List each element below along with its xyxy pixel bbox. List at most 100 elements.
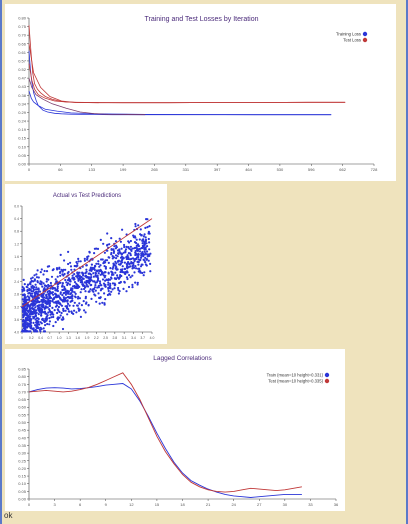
scatter-point — [59, 292, 62, 295]
x-tick-label: 18 — [180, 502, 185, 507]
scatter-point — [123, 245, 126, 249]
scatter-point — [99, 264, 102, 267]
scatter-point — [83, 287, 86, 291]
scatter-point — [52, 324, 55, 328]
scatter-point — [79, 291, 82, 294]
scatter-point — [135, 257, 138, 261]
x-tick-label: 1.0 — [57, 336, 62, 340]
scatter-point — [35, 276, 39, 279]
scatter-point — [142, 240, 145, 243]
scatter-point — [23, 283, 26, 286]
scatter-point — [32, 309, 36, 312]
scatter-point — [56, 275, 59, 278]
scatter-point — [84, 290, 87, 293]
scatter-point — [23, 296, 26, 299]
legend-marker — [324, 378, 330, 384]
scatter-point — [42, 282, 45, 285]
scatter-point — [36, 330, 39, 333]
y-tick-label: 0.40 — [18, 435, 27, 440]
scatter-point — [71, 290, 74, 293]
scatter-point — [40, 310, 44, 313]
scatter-point — [104, 271, 107, 274]
series-line-2 — [28, 25, 346, 104]
scatter-point — [51, 287, 54, 290]
scatter-point — [47, 311, 50, 314]
scatter-point — [81, 272, 84, 275]
scatter-point — [148, 248, 151, 251]
scatter-point — [31, 304, 35, 307]
scatter-point — [90, 263, 93, 266]
scatter-point — [63, 285, 66, 288]
scatter-point — [69, 261, 72, 264]
scatter-point — [148, 253, 151, 257]
scatter-point — [23, 289, 26, 292]
x-tick-label: 397 — [214, 167, 221, 172]
scatter-point — [71, 294, 74, 297]
y-tick-label: 0.15 — [18, 136, 27, 141]
scatter-point — [48, 320, 52, 323]
scatter-point — [138, 250, 142, 253]
scatter-point — [33, 274, 36, 277]
x-tick-label: 2.5 — [103, 336, 108, 340]
scatter-point — [129, 245, 132, 248]
scatter-point — [67, 250, 70, 253]
x-tick-label: 3.1 — [122, 336, 127, 340]
scatter-point — [133, 258, 136, 262]
scatter-point — [48, 289, 51, 292]
scatter-point — [72, 276, 75, 279]
scatter-point — [73, 309, 76, 312]
scatter-point — [67, 262, 70, 266]
scatter-point — [31, 296, 34, 299]
scatter-point — [146, 218, 149, 221]
scatter-point — [112, 251, 115, 254]
scatter-point — [28, 312, 32, 316]
scatter-point — [61, 294, 64, 297]
scatter-point — [97, 286, 100, 289]
y-tick-label: 1.6 — [14, 255, 19, 259]
scatter-point — [42, 298, 46, 301]
scatter-point — [26, 330, 30, 333]
scatter-point — [134, 251, 137, 254]
scatter-point — [39, 321, 42, 324]
scatter-point — [55, 280, 58, 283]
scatter-point — [54, 321, 57, 324]
scatter-point — [79, 276, 82, 280]
scatter-point — [85, 264, 88, 267]
scatter-point — [98, 302, 101, 305]
scatter-point — [110, 251, 113, 255]
scatter-point — [98, 297, 102, 300]
scatter-point — [73, 273, 76, 276]
scatter-point — [66, 283, 69, 287]
scatter-point — [121, 265, 124, 268]
scatter-point — [34, 328, 37, 331]
scatter-point — [144, 240, 147, 243]
scatter-point — [67, 282, 70, 285]
scatter-point — [118, 248, 121, 251]
scatter-point — [101, 278, 105, 281]
scatter-point — [35, 273, 38, 276]
series-line-0 — [28, 383, 302, 498]
scatter-point — [104, 298, 107, 301]
x-tick-label: 1.3 — [66, 336, 71, 340]
scatter-point — [23, 302, 26, 305]
scatter-point — [138, 267, 141, 270]
scatter-point — [135, 248, 139, 251]
scatter-point — [21, 285, 24, 289]
scatter-point — [119, 262, 122, 265]
scatter-point — [55, 288, 59, 291]
scatter-point — [111, 267, 114, 270]
y-tick-label: 0.47 — [18, 76, 27, 81]
scatter-point — [109, 267, 112, 270]
x-tick-label: 0.7 — [47, 336, 52, 340]
scatter-point — [21, 298, 24, 301]
scatter-point — [37, 317, 40, 321]
scatter-point — [27, 316, 30, 319]
scatter-point — [83, 309, 86, 312]
x-tick-label: 464 — [245, 167, 252, 172]
scatter-point — [95, 281, 98, 284]
scatter-point — [134, 281, 137, 284]
scatter-point — [149, 262, 152, 265]
scatter-point — [124, 250, 127, 253]
scatter-point — [31, 292, 34, 295]
scatter-point — [49, 313, 52, 316]
